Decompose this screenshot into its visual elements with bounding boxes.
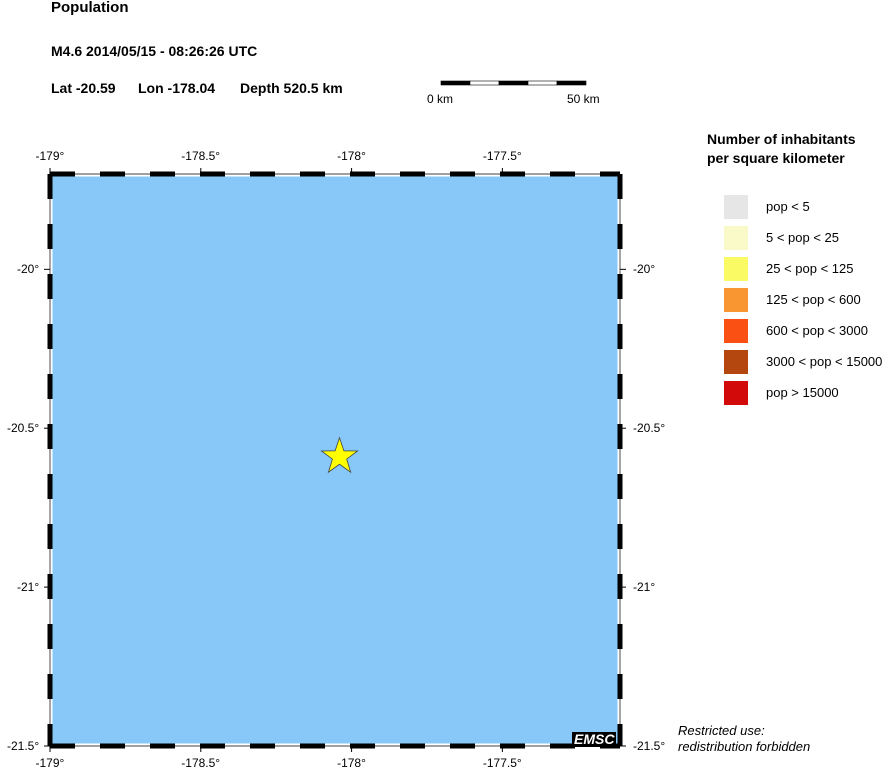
lat-label-right: -21.5° (633, 739, 666, 753)
legend-label: pop < 5 (766, 199, 810, 214)
legend-label: 5 < pop < 25 (766, 230, 840, 245)
legend-label: 3000 < pop < 15000 (766, 354, 883, 369)
lon-label-bottom: -178° (337, 756, 366, 769)
lon-label-bottom: -178.5° (181, 756, 221, 769)
lon-label-top: -177.5° (482, 149, 522, 163)
lon-label-top: -178.5° (181, 149, 221, 163)
lat-label-right: -21° (633, 580, 656, 595)
legend-swatch (724, 195, 748, 219)
notice-line2: redistribution forbidden (678, 739, 811, 754)
lon-label-bottom: -179° (35, 756, 65, 769)
notice-line1: Restricted use: (678, 723, 765, 738)
emsc-logo: EMSC (572, 731, 617, 747)
legend-swatch (724, 226, 748, 250)
legend-label: 25 < pop < 125 (766, 261, 854, 276)
legend-label: 600 < pop < 3000 (766, 323, 868, 338)
legend-title-line2: per square kilometer (707, 150, 845, 166)
lon-label-bottom: -177.5° (482, 756, 522, 769)
legend-swatch (724, 288, 748, 312)
legend-swatch (724, 319, 748, 343)
legend-swatch (724, 257, 748, 281)
lat-label-left: -20° (17, 262, 40, 277)
legend-label: pop > 15000 (766, 385, 839, 400)
event-summary: M4.6 2014/05/15 - 08:26:26 UTC (51, 43, 258, 59)
lon-label-top: -179° (35, 149, 65, 163)
event-lat: Lat -20.59 (51, 80, 116, 96)
lat-label-left: -21.5° (7, 739, 40, 753)
legend-label: 125 < pop < 600 (766, 292, 861, 307)
lat-label-left: -20.5° (7, 421, 40, 436)
lat-label-left: -21° (17, 580, 40, 595)
scale-bar-segment (556, 80, 587, 86)
scale-start-label: 0 km (427, 92, 454, 106)
scale-bar-segment (440, 80, 471, 86)
page-title: Population (51, 0, 129, 16)
scale-end-label: 50 km (567, 92, 600, 106)
legend-swatch (724, 381, 748, 405)
event-lon: Lon -178.04 (138, 80, 216, 96)
legend-title-line1: Number of inhabitants (707, 131, 856, 147)
event-depth: Depth 520.5 km (240, 80, 343, 96)
lon-label-top: -178° (337, 149, 366, 163)
epicenter-star-icon (320, 436, 359, 474)
legend-swatch (724, 350, 748, 374)
lat-label-right: -20° (633, 262, 656, 277)
lat-label-right: -20.5° (633, 421, 666, 436)
scale-bar-segment (498, 80, 529, 86)
scale-bar-segment (469, 80, 500, 86)
scale-bar-segment (527, 80, 558, 86)
